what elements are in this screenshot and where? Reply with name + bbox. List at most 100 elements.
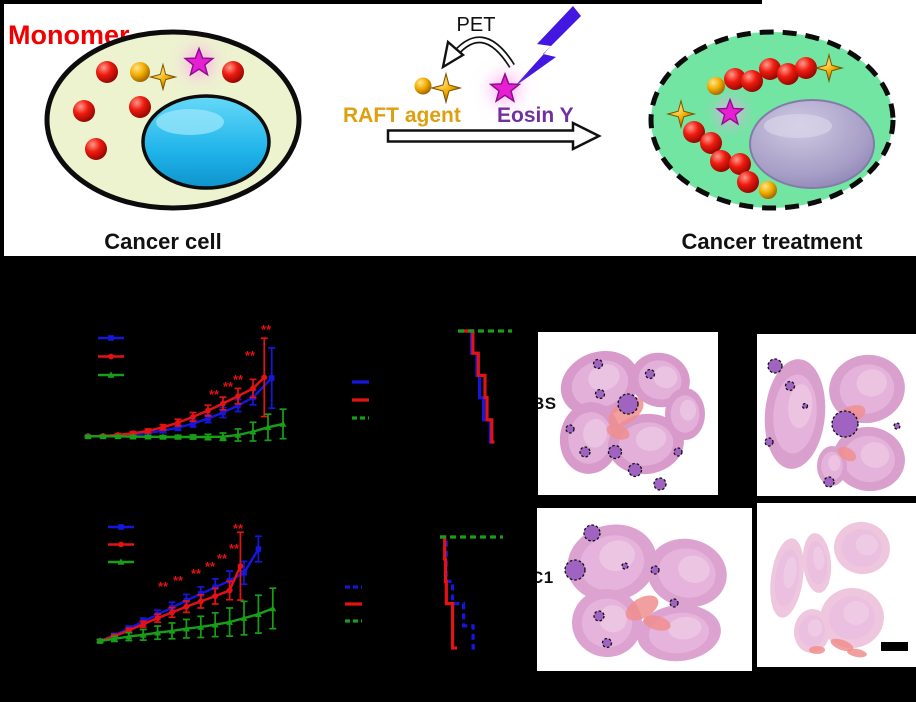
scheme-panel: Monomer Cancer cell PET [4, 0, 916, 256]
data-point-marker [189, 433, 197, 440]
data-point-marker [205, 415, 211, 422]
tumor-nodule [669, 598, 679, 608]
data-point-marker [250, 385, 256, 392]
series-line [87, 376, 266, 438]
data-point-marker [250, 394, 256, 401]
raft-sphere [414, 77, 432, 95]
data-point-marker [269, 604, 277, 612]
series-line [99, 548, 260, 643]
data-point-marker [129, 433, 137, 440]
data-point-marker [241, 570, 247, 576]
survival-step-line [458, 329, 495, 444]
data-point-marker [183, 597, 190, 604]
polymer-chain [667, 54, 843, 199]
significance-marks: ** [205, 559, 216, 574]
lung-lobe-texture [860, 442, 890, 468]
treated-cell-nucleus [749, 99, 875, 189]
tumor-nodule [565, 424, 575, 434]
data-point-marker [183, 603, 190, 610]
lung-lobe-texture [668, 616, 702, 640]
data-point-marker [235, 393, 241, 400]
data-point-marker [261, 374, 268, 381]
series-line [88, 422, 284, 439]
data-point-marker [145, 430, 151, 436]
tumor-nodule [621, 562, 629, 570]
survival2-series-blue [440, 535, 476, 650]
lung-lobe-texture [788, 384, 813, 429]
pet-reaction-scheme: PET RAFT agent Eosin Y [343, 6, 602, 152]
tumor-nodule [823, 476, 835, 488]
data-point-marker [85, 433, 91, 440]
data-point-marker [268, 375, 275, 381]
cancer-cell-label: Cancer cell [104, 229, 221, 254]
data-point-marker [175, 424, 181, 431]
lung-section-drawing [564, 524, 727, 662]
data-point-marker [240, 614, 248, 621]
hilum-streak [847, 648, 867, 658]
data-point-marker [111, 635, 118, 642]
lung-lobe-texture [678, 555, 710, 583]
tumor-nodule [673, 447, 683, 457]
data-point-marker [154, 615, 161, 622]
data-point-marker [130, 431, 136, 438]
pet-arrow [441, 36, 515, 70]
tumor-nodule [579, 446, 591, 458]
series-line [88, 377, 273, 438]
reaction-arrow [386, 120, 602, 152]
data-point-marker [145, 428, 151, 434]
survival1-series-red [458, 329, 495, 444]
significance-marks: ** [245, 348, 256, 363]
growth2-series-red [96, 531, 244, 644]
data-point-marker [169, 604, 175, 611]
hilum-streak [643, 615, 671, 631]
tumor-nodule [784, 380, 796, 392]
tumor-nodule [627, 462, 643, 478]
significance-marks: ** [191, 566, 202, 581]
data-point-marker [204, 433, 212, 440]
lung-section-drawing [770, 521, 890, 658]
tumor-nodule [764, 437, 774, 447]
data-point-marker [111, 633, 118, 640]
data-point-marker [154, 611, 161, 618]
treated-cell-illustration [648, 29, 896, 211]
lung-section-drawing [764, 354, 905, 492]
growth1-series-green [84, 408, 287, 442]
data-point-marker [255, 610, 262, 617]
data-point-marker [159, 433, 167, 440]
cancer-cell-illustration [44, 29, 302, 211]
data-point-marker [97, 638, 103, 644]
data-point-marker [234, 431, 242, 438]
tumor-nodule [601, 637, 613, 649]
data-point-marker [125, 633, 133, 640]
lung-lobe-texture [635, 426, 667, 451]
tumor-growth-chart-growth1: **** ****** [84, 322, 287, 442]
lung-lobe-texture [583, 418, 608, 448]
survival1-series-blue [458, 329, 493, 444]
survival-chart-survival1 [352, 329, 512, 444]
histology-image-row2-right [757, 503, 916, 667]
tumor-nodule [607, 444, 623, 460]
data-point-marker [118, 524, 124, 530]
data-point-marker [140, 618, 146, 625]
data-point-marker [175, 419, 181, 426]
data-point-marker [115, 432, 121, 439]
tumor-nodule [617, 393, 639, 415]
data-point-marker [139, 631, 147, 638]
data-point-marker [97, 638, 103, 644]
lung-lobe-texture [598, 605, 627, 633]
growth1-series-blue [84, 347, 276, 440]
lung-lobe-texture [843, 600, 869, 625]
data-point-marker [108, 353, 114, 360]
significance-marks: ** [173, 573, 184, 588]
tumor-growth-chart-growth2: ** ** ** ******** [96, 521, 277, 644]
data-point-marker [140, 621, 147, 628]
data-point-marker [220, 400, 226, 407]
tumor-nodule [644, 368, 656, 380]
data-point-marker [130, 430, 136, 437]
survival2-series-red [440, 535, 457, 650]
survival-step-line [440, 535, 457, 650]
histology-row2-label: C1 [537, 568, 554, 587]
data-point-marker [126, 625, 132, 632]
data-point-marker [249, 428, 257, 435]
monomer-spheres [73, 61, 244, 160]
